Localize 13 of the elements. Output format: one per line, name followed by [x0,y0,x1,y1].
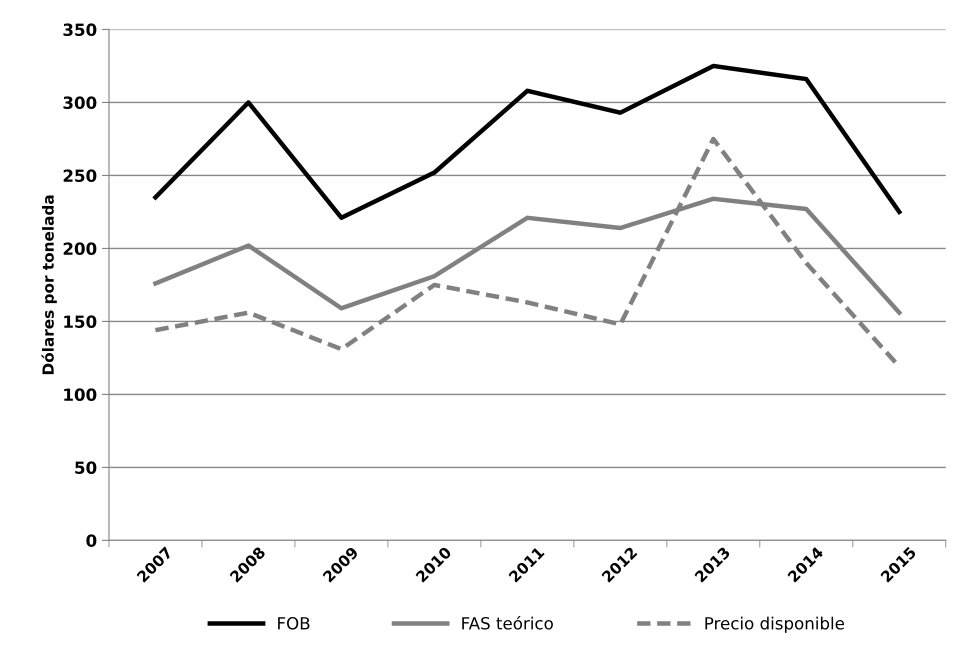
legend-label: FOB [278,616,310,630]
y-tick-label: 300 [63,96,96,110]
y-axis-title: Dólares por tonelada [41,196,57,374]
y-tick-label: 0 [86,534,96,547]
y-tick-label: 150 [64,315,96,328]
legend-label: FAS teórico [462,616,553,630]
y-tick-label: 200 [64,242,96,255]
y-tick-label: 250 [64,169,96,182]
y-tick-label: 50 [75,461,96,474]
y-tick-label: 100 [64,388,96,401]
line-series [153,64,902,220]
legend-label: Precio disponible [705,616,844,633]
y-tick-label: 350 [63,23,96,36]
